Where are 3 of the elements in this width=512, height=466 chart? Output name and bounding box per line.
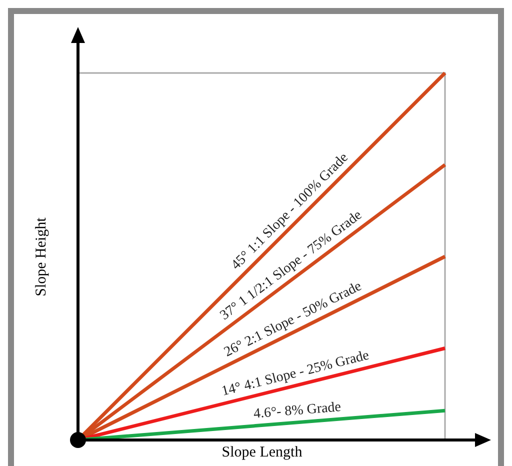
y-axis-title: Slope Height [34,216,50,296]
x-axis-title: Slope Length [222,444,303,460]
series-label: 4.6°- 8% Grade [253,400,342,422]
